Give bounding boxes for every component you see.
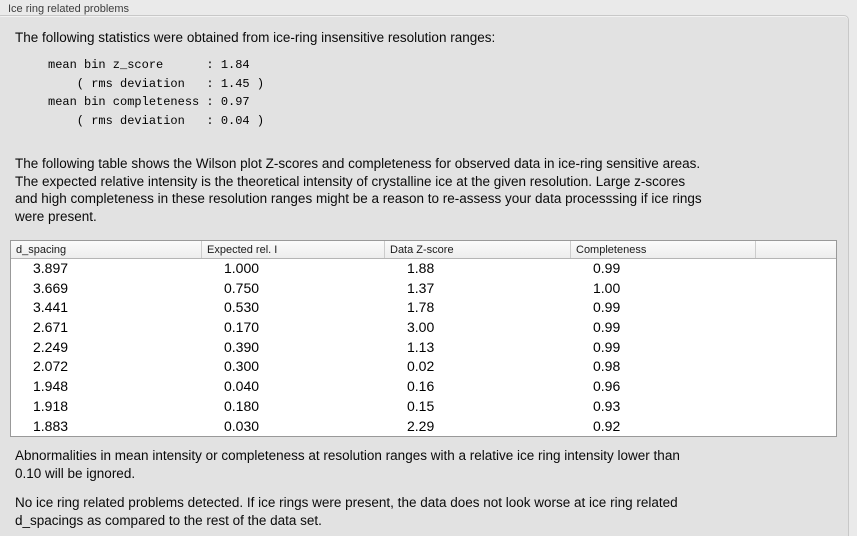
conclusion-text: No ice ring related problems detected. I…: [15, 495, 678, 528]
cell-filler: [756, 397, 836, 417]
cell-data-z-score: 1.37: [407, 279, 435, 296]
cell-data-z-score: 1.88: [407, 260, 435, 276]
table-row[interactable]: 3.897 1.000 1.88 0.99: [11, 259, 836, 279]
table-row[interactable]: 2.249 0.390 1.13 0.99: [11, 338, 836, 358]
cell-data-z-score: 0.15: [407, 397, 435, 414]
table-header: d_spacing Expected rel. I Data Z-score C…: [11, 241, 836, 259]
table-row[interactable]: 1.883 0.030 2.29 0.92: [11, 417, 836, 437]
cell-completeness: 0.99: [593, 299, 621, 316]
cell-data-z-score: 1.13: [407, 338, 435, 355]
table-row[interactable]: 3.669 0.750 1.37 1.00: [11, 279, 836, 299]
cell-expected-rel-i: 0.390: [224, 338, 260, 355]
intro-text: The following statistics were obtained f…: [15, 30, 496, 45]
table-description: The following table shows the Wilson plo…: [15, 156, 702, 224]
cell-completeness: 0.99: [593, 319, 621, 336]
cell-filler: [756, 338, 836, 358]
cell-completeness: 0.92: [593, 417, 621, 434]
cell-filler: [756, 279, 836, 299]
table-row[interactable]: 1.918 0.180 0.15 0.93: [11, 397, 836, 417]
cell-completeness: 1.00: [593, 279, 621, 296]
cell-d-spacing: 2.671: [33, 319, 69, 336]
cell-filler: [756, 417, 836, 437]
cell-data-z-score: 0.16: [407, 378, 435, 395]
column-header-completeness: Completeness: [571, 241, 756, 258]
cell-expected-rel-i: 0.030: [224, 417, 260, 434]
table-row[interactable]: 2.671 0.170 3.00 0.99: [11, 318, 836, 338]
column-header-d-spacing: d_spacing: [11, 241, 202, 258]
column-header-data-z-score: Data Z-score: [385, 241, 571, 258]
cell-d-spacing: 1.883: [33, 417, 69, 434]
ignore-note: Abnormalities in mean intensity or compl…: [15, 448, 680, 481]
cell-expected-rel-i: 0.180: [224, 397, 260, 414]
cell-expected-rel-i: 0.040: [224, 378, 260, 395]
cell-completeness: 0.99: [593, 260, 621, 276]
cell-expected-rel-i: 0.170: [224, 319, 260, 336]
cell-filler: [756, 377, 836, 397]
cell-d-spacing: 1.948: [33, 378, 69, 395]
cell-d-spacing: 2.249: [33, 338, 69, 355]
table-header-filler: [756, 241, 836, 258]
cell-expected-rel-i: 0.530: [224, 299, 260, 316]
cell-data-z-score: 2.29: [407, 417, 435, 434]
cell-expected-rel-i: 1.000: [224, 260, 260, 276]
ice-ring-panel: The following statistics were obtained f…: [0, 15, 849, 536]
cell-d-spacing: 3.669: [33, 279, 69, 296]
cell-expected-rel-i: 0.750: [224, 279, 260, 296]
table-body: 3.897 1.000 1.88 0.99 3.669 0.750 1.37 1…: [11, 259, 836, 436]
cell-d-spacing: 2.072: [33, 358, 69, 375]
cell-d-spacing: 3.441: [33, 299, 69, 316]
cell-filler: [756, 357, 836, 377]
cell-data-z-score: 3.00: [407, 319, 435, 336]
table-row[interactable]: 2.072 0.300 0.02 0.98: [11, 357, 836, 377]
cell-data-z-score: 0.02: [407, 358, 435, 375]
stats-block: mean bin z_score : 1.84 ( rms deviation …: [48, 58, 265, 128]
cell-expected-rel-i: 0.300: [224, 358, 260, 375]
ice-ring-table: d_spacing Expected rel. I Data Z-score C…: [10, 240, 837, 438]
cell-filler: [756, 298, 836, 318]
cell-completeness: 0.96: [593, 378, 621, 395]
cell-completeness: 0.99: [593, 338, 621, 355]
panel-title: Ice ring related problems: [8, 3, 130, 15]
cell-d-spacing: 1.918: [33, 397, 69, 414]
cell-completeness: 0.93: [593, 397, 621, 414]
cell-data-z-score: 1.78: [407, 299, 435, 316]
cell-d-spacing: 3.897: [33, 260, 69, 276]
table-row[interactable]: 3.441 0.530 1.78 0.99: [11, 298, 836, 318]
column-header-expected-rel-i: Expected rel. I: [202, 241, 385, 258]
cell-completeness: 0.98: [593, 358, 621, 375]
cell-filler: [756, 259, 836, 279]
table-row[interactable]: 1.948 0.040 0.16 0.96: [11, 377, 836, 397]
cell-filler: [756, 318, 836, 338]
